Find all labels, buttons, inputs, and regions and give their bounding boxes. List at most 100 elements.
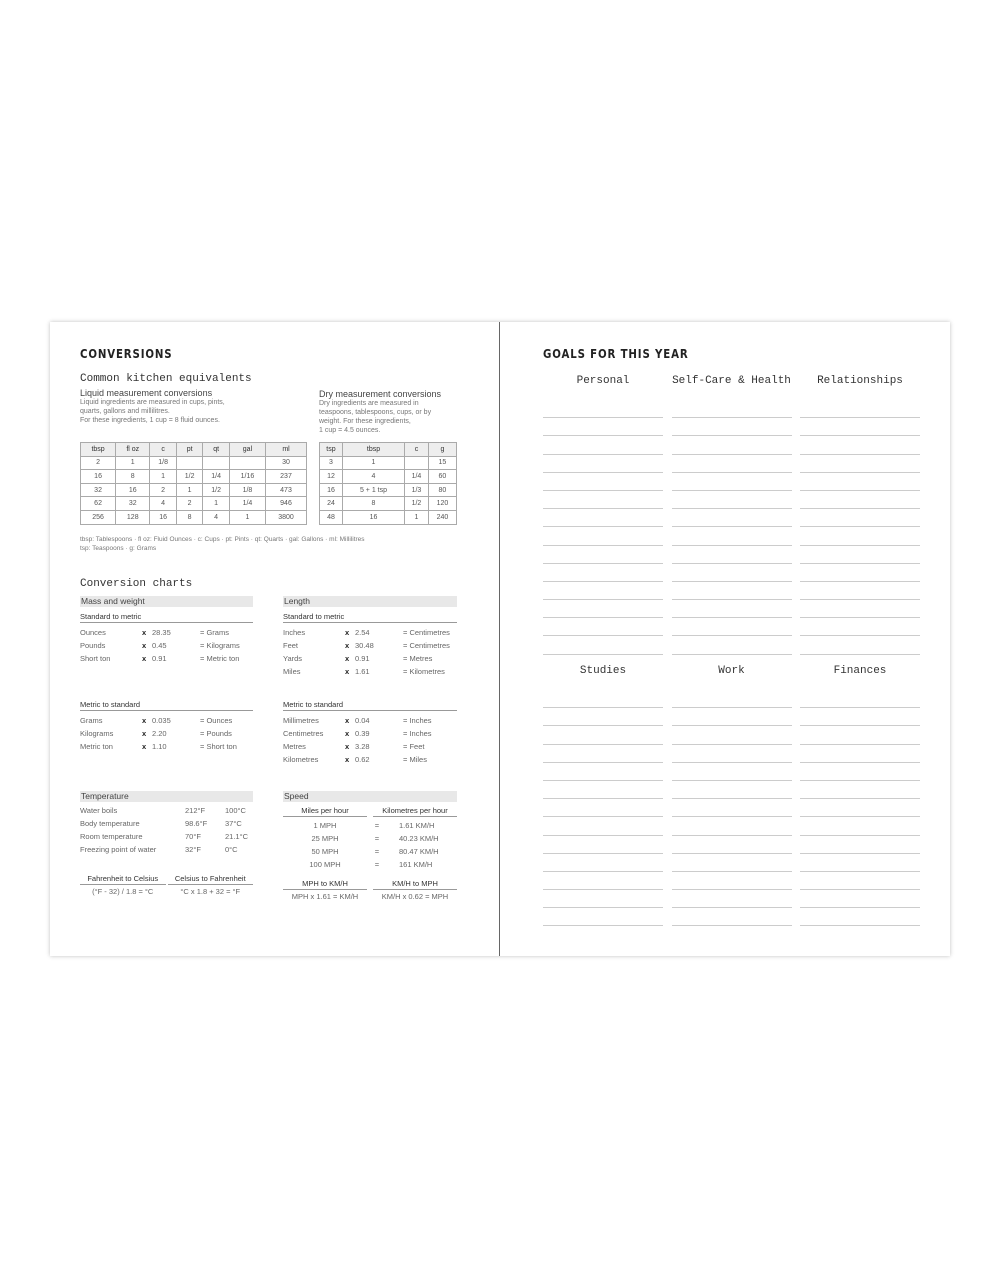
- unit-to: = Short ton: [200, 742, 237, 751]
- goal-writing-line[interactable]: [671, 690, 792, 709]
- table-cell: 1: [202, 496, 230, 511]
- goal-writing-line[interactable]: [671, 418, 792, 437]
- goal-writing-line[interactable]: [671, 872, 792, 891]
- goal-writing-line[interactable]: [543, 491, 663, 510]
- goal-writing-line[interactable]: [671, 491, 792, 510]
- goal-writing-line[interactable]: [800, 708, 920, 727]
- goal-writing-line[interactable]: [543, 726, 663, 745]
- goal-writing-line[interactable]: [543, 745, 663, 763]
- goal-writing-line[interactable]: [543, 890, 663, 909]
- goal-writing-line[interactable]: [800, 527, 920, 546]
- goal-writing-line[interactable]: [543, 455, 663, 473]
- goal-writing-line[interactable]: [543, 872, 663, 891]
- goal-writing-line[interactable]: [543, 600, 663, 619]
- goal-writing-line[interactable]: [671, 600, 792, 619]
- goal-column-studies: Studies: [543, 665, 663, 927]
- unit-to: = Centimetres: [403, 628, 450, 637]
- goal-writing-line[interactable]: [671, 708, 792, 727]
- goal-writing-line[interactable]: [800, 436, 920, 455]
- goal-writing-line[interactable]: [800, 763, 920, 781]
- column-header: c: [404, 442, 429, 457]
- goal-writing-line[interactable]: [800, 690, 920, 709]
- goal-writing-line[interactable]: [543, 836, 663, 854]
- goal-writing-line[interactable]: [671, 618, 792, 637]
- speed-row: 25 MPH = 40.23 KM/H: [283, 832, 457, 845]
- goal-writing-line[interactable]: [543, 908, 663, 927]
- goal-writing-line[interactable]: [543, 436, 663, 455]
- goal-writing-line[interactable]: [671, 726, 792, 745]
- goal-writing-line[interactable]: [671, 890, 792, 909]
- goal-writing-line[interactable]: [800, 908, 920, 927]
- goal-writing-line[interactable]: [543, 799, 663, 818]
- conversion-row: Metric ton x 1.10 = Short ton: [80, 740, 253, 753]
- goal-writing-line[interactable]: [800, 618, 920, 637]
- goal-writing-line[interactable]: [671, 455, 792, 473]
- celsius-value: 21.1°C: [225, 832, 249, 841]
- goal-writing-line[interactable]: [800, 582, 920, 601]
- goal-writing-line[interactable]: [543, 509, 663, 528]
- goal-writing-line[interactable]: [800, 455, 920, 473]
- goal-writing-line[interactable]: [671, 636, 792, 655]
- goal-writing-line[interactable]: [800, 781, 920, 800]
- goal-writing-line[interactable]: [800, 726, 920, 745]
- goal-writing-line[interactable]: [671, 799, 792, 818]
- goal-writing-line[interactable]: [800, 890, 920, 909]
- goal-writing-line[interactable]: [800, 872, 920, 891]
- equals-sign: =: [374, 821, 380, 830]
- goal-writing-line[interactable]: [671, 745, 792, 763]
- goal-writing-line[interactable]: [543, 817, 663, 836]
- formula: MPH to KM/H MPH x 1.61 = KM/H: [283, 877, 367, 903]
- goal-writing-line[interactable]: [671, 473, 792, 491]
- goal-writing-line[interactable]: [800, 418, 920, 437]
- goal-writing-line[interactable]: [800, 546, 920, 564]
- table-cell: [202, 455, 230, 471]
- goal-writing-line[interactable]: [800, 817, 920, 836]
- goal-writing-line[interactable]: [671, 817, 792, 836]
- goal-writing-line[interactable]: [800, 836, 920, 854]
- goal-writing-line[interactable]: [671, 509, 792, 528]
- table-cell: 256: [79, 509, 117, 525]
- goal-writing-line[interactable]: [671, 763, 792, 781]
- factor: 2.54: [355, 628, 370, 637]
- goal-writing-line[interactable]: [543, 618, 663, 637]
- goal-writing-line[interactable]: [671, 400, 792, 419]
- goal-writing-line[interactable]: [543, 527, 663, 546]
- goal-writing-line[interactable]: [800, 400, 920, 419]
- goal-writing-line[interactable]: [800, 854, 920, 872]
- goal-writing-line[interactable]: [671, 781, 792, 800]
- goal-writing-line[interactable]: [800, 745, 920, 763]
- goal-writing-line[interactable]: [543, 546, 663, 564]
- goal-writing-line[interactable]: [543, 854, 663, 872]
- spacer: [543, 677, 663, 690]
- goal-writing-line[interactable]: [543, 763, 663, 781]
- goal-writing-line[interactable]: [671, 546, 792, 564]
- goal-writing-line[interactable]: [671, 564, 792, 582]
- goal-writing-line[interactable]: [543, 690, 663, 709]
- goal-writing-line[interactable]: [671, 854, 792, 872]
- goal-writing-line[interactable]: [543, 473, 663, 491]
- goal-writing-line[interactable]: [543, 781, 663, 800]
- goal-writing-line[interactable]: [671, 436, 792, 455]
- goal-writing-line[interactable]: [543, 708, 663, 727]
- goal-writing-line[interactable]: [800, 799, 920, 818]
- goal-writing-line[interactable]: [800, 491, 920, 510]
- goal-writing-line[interactable]: [543, 418, 663, 437]
- goal-writing-line[interactable]: [800, 636, 920, 655]
- goal-writing-line[interactable]: [800, 564, 920, 582]
- goal-writing-line[interactable]: [671, 527, 792, 546]
- mph-value: 50 MPH: [311, 847, 339, 856]
- goal-writing-line[interactable]: [800, 600, 920, 619]
- goal-writing-line[interactable]: [543, 636, 663, 655]
- goal-writing-line[interactable]: [800, 473, 920, 491]
- goal-writing-line[interactable]: [671, 582, 792, 601]
- goal-writing-line[interactable]: [800, 509, 920, 528]
- formula: KM/H to MPH KM/H x 0.62 = MPH: [373, 877, 457, 903]
- goal-writing-line[interactable]: [543, 564, 663, 582]
- table-cell: 16: [115, 482, 151, 498]
- goal-writing-line[interactable]: [543, 582, 663, 601]
- multiply-sign: x: [345, 667, 350, 676]
- goal-writing-line[interactable]: [671, 836, 792, 854]
- section-title: Length: [283, 596, 457, 607]
- goal-writing-line[interactable]: [543, 400, 663, 419]
- goal-writing-line[interactable]: [671, 908, 792, 927]
